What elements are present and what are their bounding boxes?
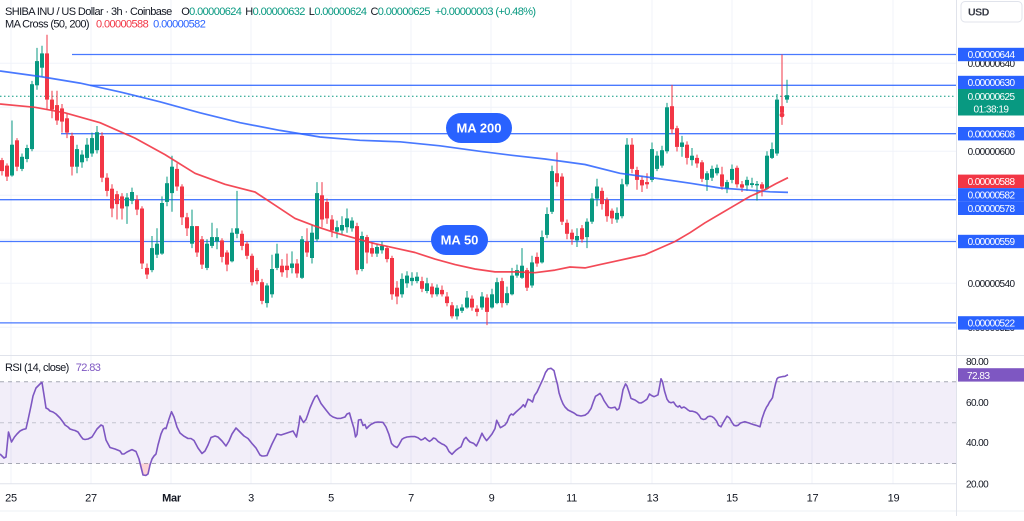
svg-text:72.83: 72.83: [967, 371, 990, 382]
svg-text:15: 15: [726, 493, 738, 505]
svg-text:5: 5: [328, 493, 334, 505]
svg-text:80.00: 80.00: [966, 357, 989, 368]
svg-text:USD: USD: [968, 6, 990, 18]
svg-text:0.00000608: 0.00000608: [968, 129, 1016, 140]
svg-text:25: 25: [5, 493, 17, 505]
svg-text:40.00: 40.00: [966, 438, 989, 449]
svg-text:20.00: 20.00: [966, 480, 989, 491]
svg-text:0.00000582: 0.00000582: [968, 191, 1016, 202]
svg-text:0.00000588: 0.00000588: [968, 177, 1016, 188]
svg-text:60.00: 60.00: [966, 398, 989, 409]
svg-text:3: 3: [248, 493, 254, 505]
svg-text:0.00000540: 0.00000540: [968, 279, 1016, 290]
svg-text:0.00000600: 0.00000600: [968, 147, 1016, 158]
svg-text:Mar: Mar: [162, 493, 182, 505]
svg-text:0.00000522: 0.00000522: [968, 319, 1016, 330]
svg-text:13: 13: [647, 493, 659, 505]
svg-text:19: 19: [888, 493, 900, 505]
svg-text:RSI (14, close)72.83: RSI (14, close)72.83: [5, 362, 101, 374]
svg-text:9: 9: [489, 493, 495, 505]
svg-text:27: 27: [85, 493, 97, 505]
svg-text:SHIBA INU / US Dollar · 3h · C: SHIBA INU / US Dollar · 3h · CoinbaseO0.…: [5, 6, 535, 18]
svg-text:0.00000578: 0.00000578: [968, 204, 1016, 215]
svg-text:0.00000644: 0.00000644: [968, 50, 1016, 61]
svg-text:0.00000625: 0.00000625: [968, 92, 1016, 103]
svg-text:17: 17: [807, 493, 819, 505]
svg-text:MA 200: MA 200: [456, 121, 501, 136]
svg-text:0.00000559: 0.00000559: [968, 237, 1016, 248]
svg-text:MA 50: MA 50: [441, 233, 479, 248]
svg-text:11: 11: [566, 493, 577, 505]
svg-text:7: 7: [408, 493, 414, 505]
svg-text:01:38:19: 01:38:19: [974, 104, 1010, 115]
svg-text:0.00000630: 0.00000630: [968, 78, 1016, 89]
